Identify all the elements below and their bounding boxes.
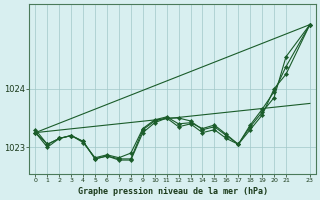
X-axis label: Graphe pression niveau de la mer (hPa): Graphe pression niveau de la mer (hPa) [78, 187, 268, 196]
